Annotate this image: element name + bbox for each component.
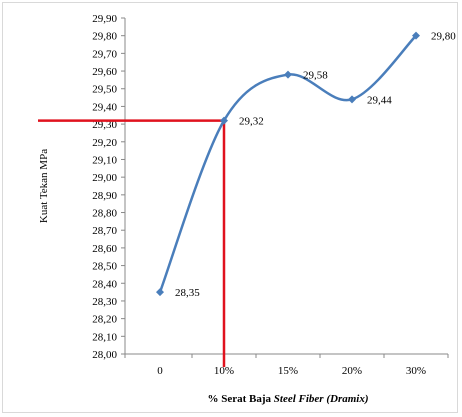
x-tick-label: 10% (214, 365, 234, 377)
data-point-marker (220, 116, 228, 125)
data-label: 29,44 (367, 94, 392, 106)
y-tick-label: 28,60 (92, 243, 117, 255)
data-point-marker (284, 70, 292, 79)
data-label: 29,32 (239, 116, 264, 128)
data-point-marker (348, 95, 356, 104)
x-tick-label: 0 (157, 365, 163, 377)
data-label: 29,80 (431, 31, 456, 43)
data-label: 28,35 (175, 287, 200, 299)
y-tick-label: 28,10 (92, 331, 117, 343)
y-tick-label: 29,90 (92, 13, 117, 25)
y-tick-label: 28,00 (92, 349, 117, 361)
data-point-marker (412, 31, 420, 40)
data-point-marker (156, 288, 164, 297)
y-tick-label: 29,80 (92, 31, 117, 43)
y-tick-label: 28,90 (92, 190, 117, 202)
y-tick-label: 29,60 (92, 66, 117, 78)
data-label: 29,58 (303, 70, 328, 82)
y-tick-label: 29,70 (92, 48, 117, 60)
y-tick-label: 28,40 (92, 278, 117, 290)
x-axis-title: % Serat Baja Steel Fiber (Dramix) (207, 393, 368, 405)
x-tick-label: 30% (406, 365, 426, 377)
y-tick-label: 29,20 (92, 137, 117, 149)
y-tick-label: 28,70 (92, 225, 117, 237)
y-tick-label: 28,80 (92, 208, 117, 220)
y-tick-label: 28,50 (92, 261, 117, 273)
x-tick-label: 20% (342, 365, 362, 377)
y-tick-label: 29,30 (92, 119, 117, 131)
series-line (158, 34, 417, 293)
y-axis-title: Kuat Tekan MPa (38, 149, 50, 223)
y-tick-label: 29,40 (92, 101, 117, 113)
chart-frame (2, 2, 458, 413)
y-tick-label: 28,30 (92, 296, 117, 308)
y-tick-label: 29,10 (92, 154, 117, 166)
y-tick-label: 29,50 (92, 84, 117, 96)
y-tick-label: 29,00 (92, 172, 117, 184)
y-tick-label: 28,20 (92, 314, 117, 326)
x-axis-title-italic-part: Steel Fiber (Dramix) (274, 393, 369, 405)
x-tick-label: 15% (278, 365, 298, 377)
x-axis-title-part: % Serat Baja (207, 393, 273, 405)
